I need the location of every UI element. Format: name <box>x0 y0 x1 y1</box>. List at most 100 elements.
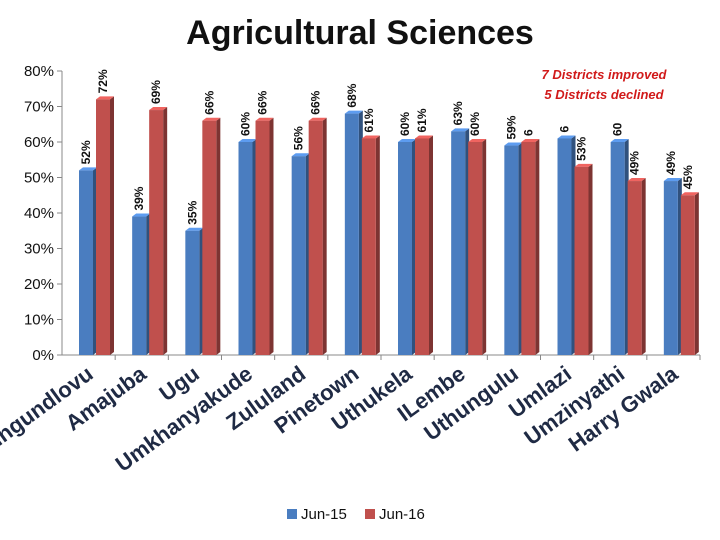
y-tick-label: 10% <box>24 312 54 329</box>
legend-swatch-jun-15 <box>287 509 297 519</box>
bar-side <box>694 192 699 355</box>
data-label: 56% <box>292 126 306 150</box>
legend-label-jun-15: Jun-15 <box>301 506 347 523</box>
y-tick-label: 0% <box>32 347 54 364</box>
bar-group <box>627 178 646 355</box>
bar-top <box>627 178 646 182</box>
bar-group <box>557 135 576 355</box>
bar <box>468 142 483 355</box>
bar-top <box>610 139 629 142</box>
bar-group <box>185 227 204 355</box>
bar <box>202 120 217 355</box>
data-label: 39% <box>132 186 146 210</box>
bar-group <box>202 117 221 355</box>
y-tick-label: 50% <box>24 170 54 187</box>
bar-top <box>344 110 363 114</box>
bar-top <box>308 117 327 121</box>
data-label: 72% <box>96 69 110 93</box>
data-label: 60% <box>239 112 253 136</box>
bar-group <box>663 178 682 355</box>
bar-group <box>308 117 327 355</box>
data-label: 61% <box>362 108 376 132</box>
y-axis: 0% 10% 20% 30% 40% 50% 60% 70% 80% <box>24 63 701 364</box>
bar <box>415 138 429 355</box>
bar-top <box>504 142 523 146</box>
bar-top <box>680 192 699 196</box>
bar-group <box>149 107 168 355</box>
bar-side <box>375 135 380 355</box>
bar-group <box>398 139 416 355</box>
annotation-declined: 5 Districts declined <box>544 87 664 102</box>
bar-group <box>96 96 114 356</box>
bar-group <box>291 153 310 355</box>
bar-side <box>163 107 168 355</box>
bar-top <box>291 153 310 157</box>
y-tick-label: 40% <box>24 205 54 222</box>
bar-top <box>202 117 221 121</box>
data-label: 66% <box>309 90 323 114</box>
bar <box>96 99 110 356</box>
bar <box>238 142 253 355</box>
bar-group <box>521 139 540 355</box>
bar-top <box>451 128 470 132</box>
data-label: 35% <box>185 200 199 224</box>
bar-side <box>535 139 540 355</box>
bar <box>451 131 466 355</box>
bar-top <box>663 178 682 182</box>
legend: Jun-15 Jun-16 <box>287 506 425 523</box>
annotation-improved: 7 Districts improved <box>542 67 668 82</box>
data-label: 45% <box>681 165 695 189</box>
bar-group <box>680 192 699 355</box>
bar <box>398 142 412 355</box>
bar-side <box>216 117 221 355</box>
bar-group <box>361 135 380 355</box>
bar <box>361 138 376 355</box>
bar <box>79 170 93 355</box>
data-label: 69% <box>149 80 163 104</box>
bar <box>504 145 519 355</box>
bar-group <box>344 110 363 355</box>
bar-group <box>610 139 629 355</box>
bar-top <box>132 213 151 217</box>
bar-group <box>79 167 97 355</box>
bar-side <box>269 117 274 355</box>
y-tick-label: 30% <box>24 241 54 258</box>
bar-group <box>132 213 151 355</box>
bar-group <box>468 139 487 355</box>
data-label: 6 <box>558 125 572 132</box>
data-label: 66% <box>202 90 216 114</box>
bar-top <box>255 117 274 121</box>
data-label: 68% <box>345 83 359 107</box>
bar-side <box>322 117 327 355</box>
bar-top <box>185 227 204 231</box>
bar <box>521 142 536 355</box>
y-tick-label: 60% <box>24 134 54 151</box>
bar-group <box>574 163 593 355</box>
bar-top <box>361 135 380 139</box>
bars-layer: 52%72%39%69%35%66%60%66%56%66% 68%61% 60% 6… <box>79 69 699 356</box>
bar-top <box>96 96 114 100</box>
bar-top <box>79 167 97 171</box>
y-tick-label: 20% <box>24 276 54 293</box>
bar <box>344 113 359 355</box>
y-tick-label: 80% <box>24 63 54 80</box>
data-label: 66% <box>256 90 270 114</box>
chart-title: Agricultural Sciences <box>186 14 534 52</box>
data-label: 49% <box>628 151 642 175</box>
bar-group <box>504 142 523 355</box>
bar <box>185 230 200 355</box>
bar <box>610 142 625 355</box>
legend-swatch-jun-16 <box>365 509 375 519</box>
data-label: 63% <box>451 101 465 125</box>
bar <box>680 195 695 355</box>
bar <box>663 181 678 355</box>
bar <box>255 120 270 355</box>
data-label: 60 <box>611 122 625 136</box>
data-label: 60% <box>468 112 482 136</box>
data-label: 59% <box>504 115 518 139</box>
bar-top <box>238 139 257 142</box>
bar-side <box>641 178 646 355</box>
data-label: 6 <box>521 129 535 136</box>
